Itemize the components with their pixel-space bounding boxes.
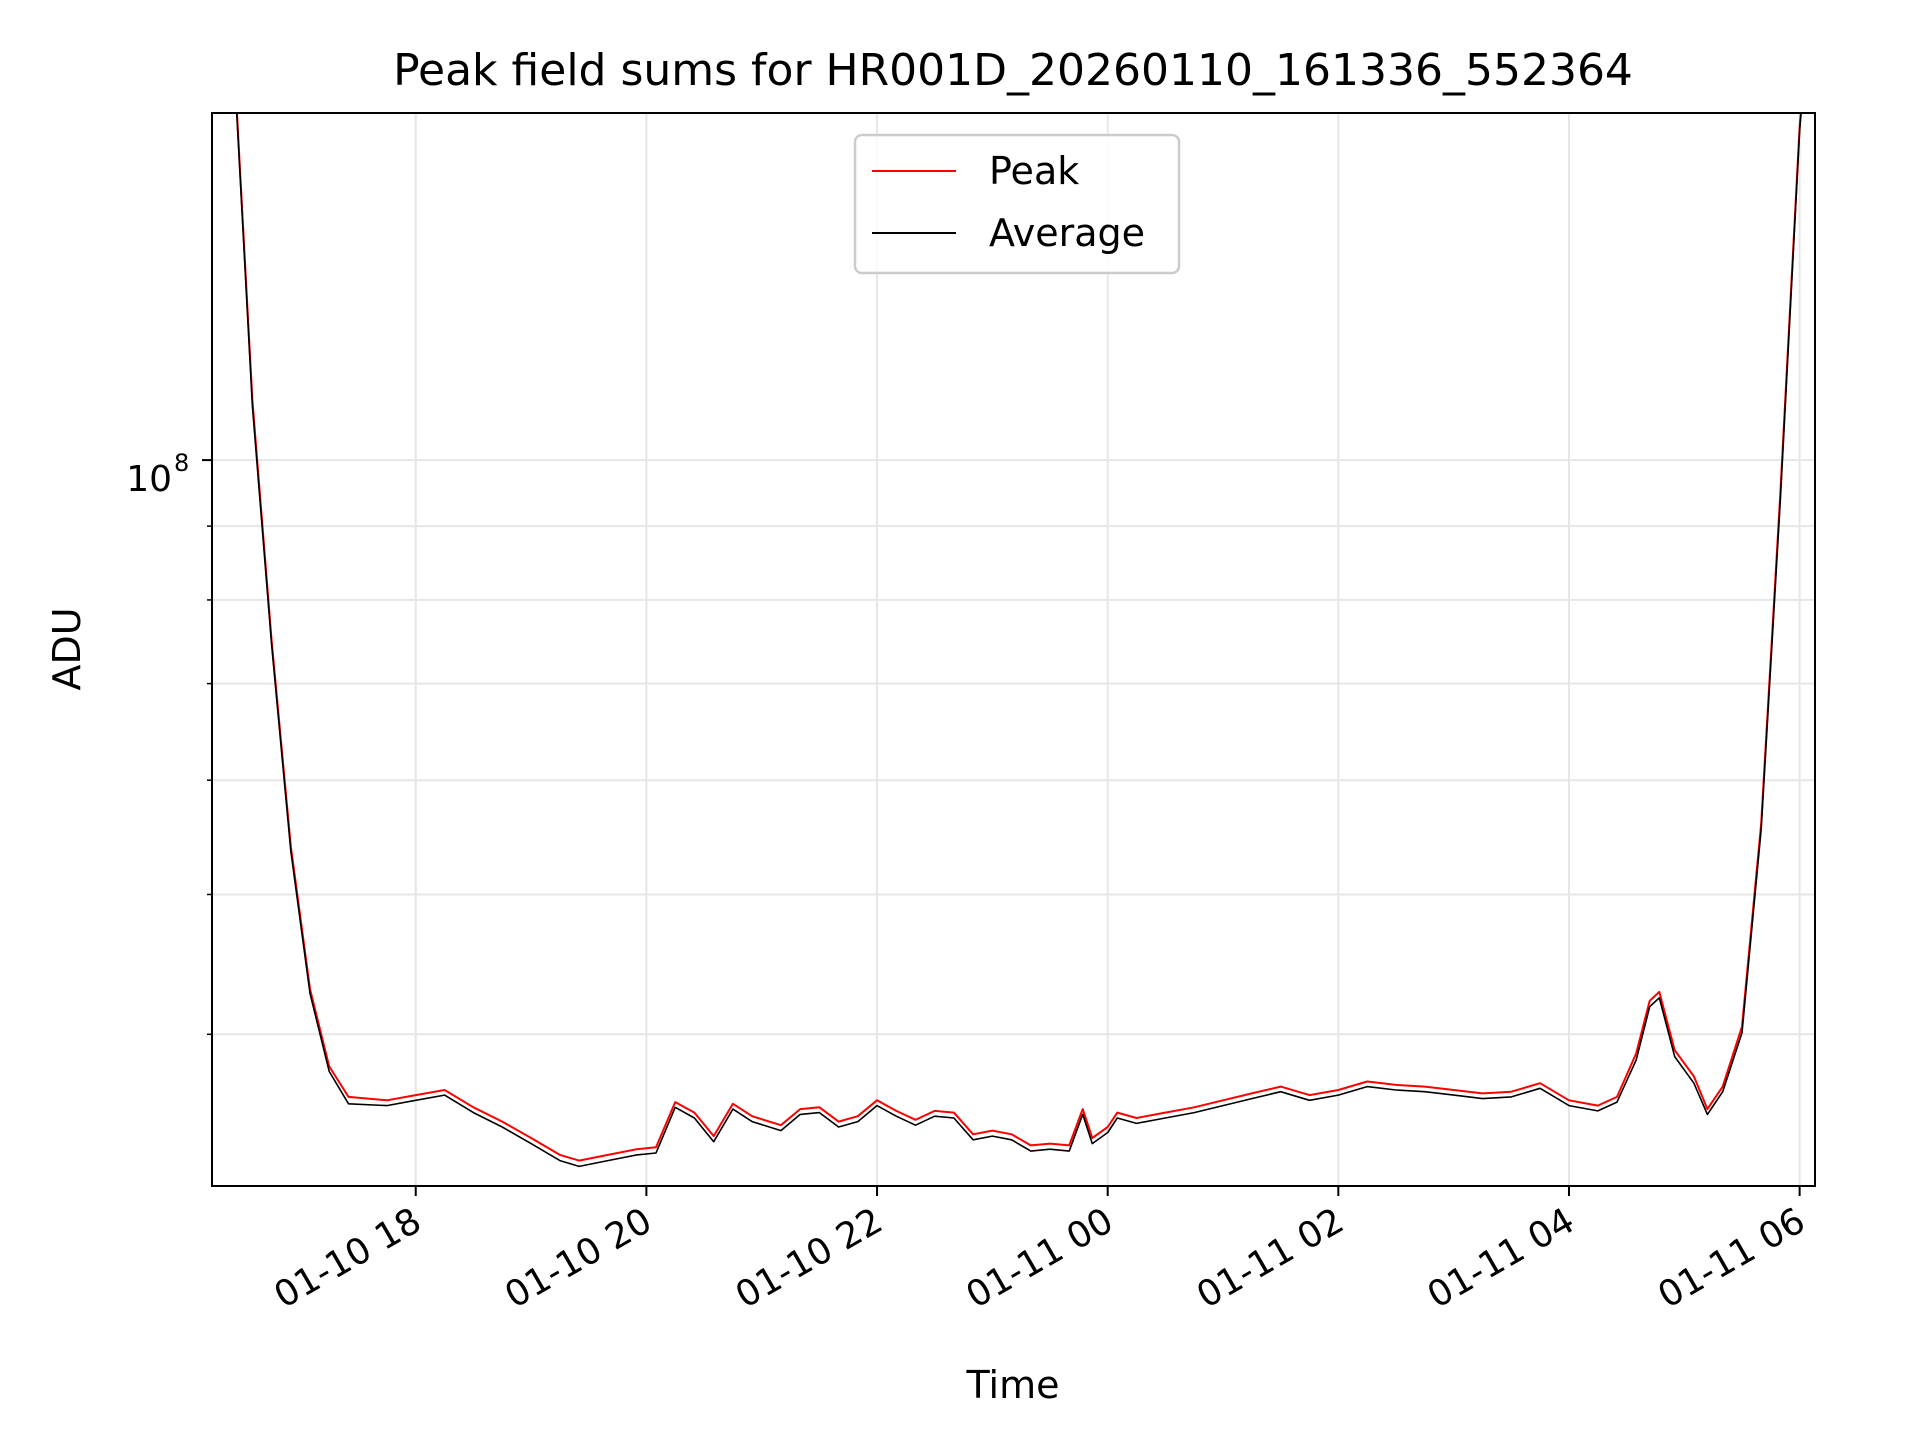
y-tick-label-major: 10 8 <box>126 449 189 500</box>
x-axis-label: Time <box>966 1363 1060 1407</box>
legend-box <box>853 133 1181 275</box>
legend-label-peak: Peak <box>989 149 1079 193</box>
grid-lines <box>212 113 1815 1186</box>
chart-title: Peak field sums for HR001D_20260110_1613… <box>393 45 1633 96</box>
series-line-average <box>235 113 1802 1168</box>
legend: Peak Average <box>853 133 1181 275</box>
plot-frame <box>211 112 1816 1187</box>
y-tick-label-exponent: 8 <box>174 449 189 477</box>
series-layer <box>235 113 1802 1168</box>
svg-text:10: 10 <box>126 459 172 500</box>
legend-label-average: Average <box>989 211 1145 255</box>
y-tick-label-base: 10 <box>126 459 172 500</box>
y-axis-label: ADU <box>45 607 89 690</box>
series-line-peak <box>235 113 1802 1162</box>
